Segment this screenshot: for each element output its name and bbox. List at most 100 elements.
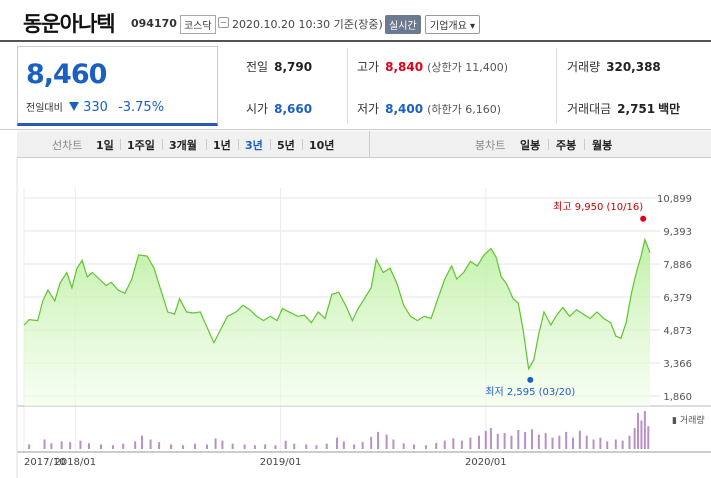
stat-label: 저가	[357, 102, 380, 116]
high-point	[640, 215, 647, 222]
volume-bar	[243, 444, 246, 449]
x-tick-label: 2019/01	[260, 457, 302, 468]
period-1w[interactable]: 1주일	[127, 139, 155, 152]
volume-bar	[633, 428, 636, 449]
candle-weekly[interactable]: 주봉	[556, 139, 577, 152]
upper-limit: (상한가 11,400)	[427, 61, 508, 74]
divider	[120, 139, 121, 150]
volume-bar	[385, 434, 388, 449]
volume-bar	[60, 441, 63, 449]
low-annotation: 최저 2,595 (03/20)	[485, 386, 575, 398]
volume-bar	[606, 441, 609, 449]
volume-bar	[452, 438, 455, 449]
volume-bar	[293, 443, 296, 449]
line-chart-label: 선차트	[52, 139, 83, 152]
volume-bar	[510, 435, 513, 449]
volume-bar	[551, 437, 554, 449]
realtime-button[interactable]: 실시간	[385, 15, 421, 34]
volume-bar	[592, 439, 595, 449]
period-1y[interactable]: 1년	[213, 139, 231, 152]
volume-bar	[424, 445, 427, 449]
stat-low: 저가 8,400 (하한가 6,160)	[357, 100, 501, 117]
x-tick-label: 2017/10	[24, 457, 66, 468]
period-bar: 선차트 1일 1주일 3개월 1년 3년 5년 10년 봉차트 일봉 주봉 월봉	[17, 131, 711, 158]
volume-bar	[503, 433, 506, 449]
y-tick-label: 10,899	[657, 194, 692, 205]
stock-header: 동운아나텍 094170 코스닥 2020.10.20 10:30 기준(장중)…	[0, 0, 711, 42]
y-tick-label: 6,379	[663, 293, 692, 304]
stat-value: 2,751	[617, 102, 656, 116]
stat-label: 전일	[246, 60, 269, 74]
volume-bar	[284, 440, 287, 449]
volume-bar	[443, 440, 446, 449]
current-price-box: 8,460 전일대비 330 -3.75%	[17, 46, 218, 126]
period-3m[interactable]: 3개월	[169, 139, 197, 152]
stock-code: 094170	[131, 17, 177, 30]
period-1d[interactable]: 1일	[96, 139, 114, 152]
y-tick-label: 7,886	[663, 260, 692, 271]
stat-label: 시가	[246, 102, 269, 116]
price-chart[interactable]: 최고 9,950 (10/16) 최저 2,595 (03/20) 10,899 9…	[0, 158, 711, 478]
stat-label: 거래대금	[567, 102, 612, 116]
stat-value: 8,400	[385, 102, 424, 116]
high-annotation: 최고 9,950 (10/16)	[553, 201, 643, 213]
volume-bar	[50, 443, 53, 449]
stat-unit: 백만	[658, 102, 681, 116]
divider	[270, 139, 271, 150]
volume-bar	[253, 445, 256, 449]
volume-bar	[28, 444, 31, 449]
candle-daily[interactable]: 일봉	[520, 139, 541, 152]
volume-bar	[392, 439, 395, 449]
divider	[238, 139, 239, 150]
period-3y[interactable]: 3년	[245, 139, 263, 152]
period-5y[interactable]: 5년	[277, 139, 295, 152]
volume-bar	[524, 431, 527, 449]
volume-bar	[565, 431, 568, 449]
volume-bar	[370, 436, 373, 449]
y-tick-label: 1,860	[663, 392, 692, 403]
volume-bar	[517, 430, 520, 449]
volume-bar	[647, 426, 650, 449]
volume-bar	[315, 445, 318, 449]
y-tick-label: 4,873	[663, 326, 692, 337]
volume-bar	[460, 440, 463, 449]
candle-monthly[interactable]: 월봉	[592, 139, 613, 152]
lower-limit: (하한가 6,160)	[427, 103, 501, 116]
change-label: 전일대비	[26, 103, 63, 114]
volume-bar	[231, 443, 234, 449]
stat-value: 8,840	[385, 60, 424, 74]
volume-bar	[377, 431, 380, 449]
volume-bar	[342, 441, 345, 449]
divider	[347, 48, 348, 124]
volume-bar	[325, 443, 328, 449]
change-row: 전일대비 330 -3.75%	[26, 99, 164, 115]
volume-bar	[435, 442, 438, 449]
divider	[584, 139, 585, 150]
volume-bar	[640, 420, 643, 449]
volume-bar	[353, 444, 356, 449]
volume-bar	[149, 439, 152, 449]
volume-bar	[489, 428, 492, 449]
volume-bar	[637, 412, 640, 449]
down-arrow-icon	[68, 102, 79, 111]
stat-prev-close: 전일 8,790	[246, 58, 312, 75]
volume-bar	[141, 435, 144, 449]
change-amount: 330	[83, 100, 108, 115]
volume-bar	[43, 439, 46, 449]
volume-bar	[599, 437, 602, 449]
volume-bar	[336, 437, 338, 449]
divider	[162, 139, 163, 150]
period-10y[interactable]: 10년	[309, 139, 335, 152]
current-price: 8,460	[26, 59, 107, 90]
volume-bar	[134, 441, 137, 449]
stat-label: 거래량	[567, 60, 601, 74]
volume-bar	[170, 444, 173, 449]
stat-value: 8,790	[274, 60, 313, 74]
price-area	[24, 239, 650, 406]
volume-bar	[484, 430, 487, 449]
volume-bar	[412, 444, 415, 449]
volume-bar	[361, 442, 364, 449]
company-overview-dropdown[interactable]: 기업개요 ▾	[425, 15, 480, 34]
volume-bar	[628, 435, 631, 449]
volume-bar	[87, 443, 90, 449]
